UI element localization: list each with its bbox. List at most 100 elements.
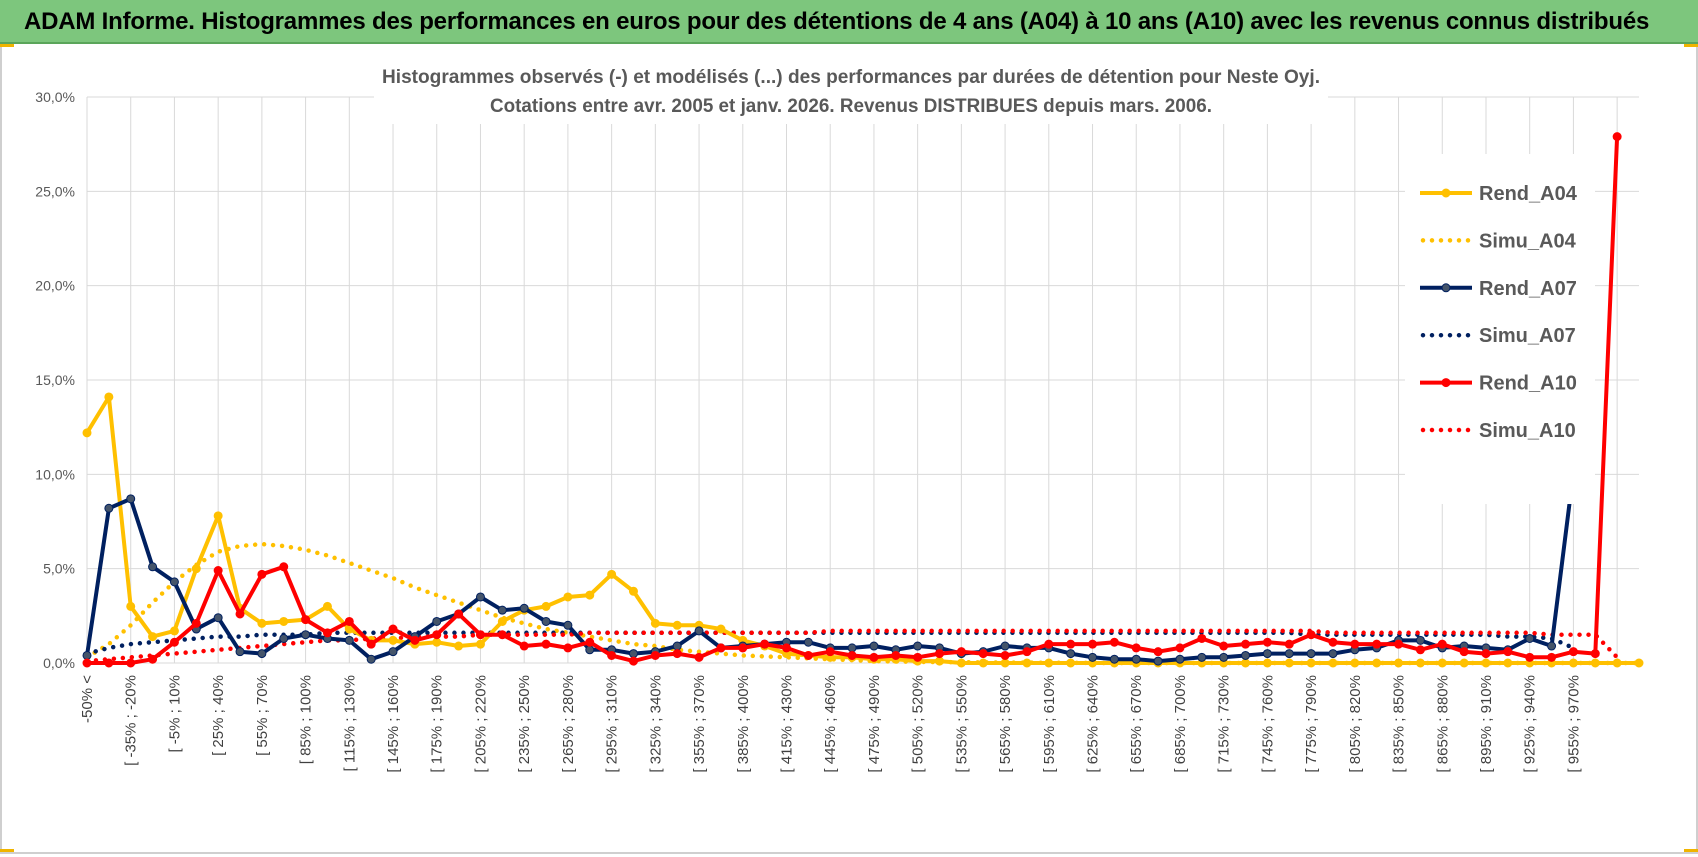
data-point-rend-a07: [672, 641, 682, 651]
data-point-rend-a10: [82, 658, 92, 668]
data-point-rend-a10: [956, 647, 966, 657]
y-tick-label: 20,0%: [35, 278, 75, 294]
data-point-rend-a07: [235, 647, 245, 657]
y-tick-label: 30,0%: [35, 89, 75, 105]
data-point-rend-a04: [1634, 658, 1644, 668]
x-tick-label: -50% <: [79, 675, 96, 723]
series-line-rend-a10: [87, 136, 1620, 665]
x-tick-label: [ 865% ; 880%: [1434, 675, 1451, 773]
data-point-rend-a07: [1284, 649, 1294, 659]
data-point-rend-a10: [869, 652, 879, 662]
data-point-rend-a10: [191, 618, 201, 628]
x-tick-label: [ 775% ; 790%: [1303, 675, 1320, 773]
legend-marker-rend-a07: [1441, 283, 1451, 293]
data-point-rend-a07: [1241, 650, 1251, 660]
x-tick-label: [ 565% ; 580%: [997, 675, 1014, 773]
data-point-rend-a07: [257, 649, 267, 659]
data-point-rend-a07: [475, 592, 485, 602]
data-point-rend-a10: [454, 609, 464, 619]
data-point-rend-a10: [650, 650, 660, 660]
data-point-rend-a04: [432, 637, 442, 647]
data-point-rend-a10: [301, 615, 311, 625]
data-point-rend-a04: [279, 616, 289, 626]
data-point-rend-a07: [344, 635, 354, 645]
data-point-rend-a04: [650, 618, 660, 628]
data-point-rend-a04: [1000, 658, 1010, 668]
data-point-rend-a04: [1568, 658, 1578, 668]
data-point-rend-a10: [1175, 643, 1185, 653]
data-point-rend-a07: [388, 647, 398, 657]
data-point-rend-a10: [104, 658, 114, 668]
x-tick-label: [ 445% ; 460%: [822, 675, 839, 773]
x-tick-label: [ -5% ; 10%: [166, 675, 183, 753]
data-point-rend-a07: [1153, 656, 1163, 666]
data-point-rend-a04: [1590, 658, 1600, 668]
legend-marker-rend-a04: [1441, 188, 1451, 198]
data-point-rend-a10: [716, 643, 726, 653]
data-point-rend-a04: [213, 511, 223, 521]
data-point-rend-a04: [454, 641, 464, 651]
data-point-rend-a07: [869, 641, 879, 651]
data-point-rend-a10: [126, 658, 136, 668]
data-point-rend-a07: [497, 605, 507, 615]
data-point-rend-a07: [541, 616, 551, 626]
data-point-rend-a10: [388, 624, 398, 634]
data-point-rend-a10: [279, 562, 289, 572]
data-point-rend-a10: [1000, 650, 1010, 660]
data-point-rend-a04: [1328, 658, 1338, 668]
data-point-rend-a04: [672, 620, 682, 630]
data-point-rend-a10: [1262, 637, 1272, 647]
chart-title: Histogrammes observés (-) et modélisés (…: [382, 67, 1320, 88]
data-point-rend-a10: [1088, 639, 1098, 649]
data-point-rend-a10: [1241, 639, 1251, 649]
legend-marker-rend-a10: [1441, 378, 1451, 388]
x-tick-label: [ 235% ; 250%: [516, 675, 533, 773]
data-point-rend-a07: [104, 503, 114, 513]
data-point-rend-a04: [1372, 658, 1382, 668]
chart-subtitle: Cotations entre avr. 2005 et janv. 2026.…: [490, 96, 1212, 117]
data-point-rend-a04: [148, 632, 158, 642]
data-point-rend-a10: [1022, 647, 1032, 657]
data-point-rend-a04: [388, 635, 398, 645]
x-tick-label: [ 925% ; 940%: [1522, 675, 1539, 773]
x-tick-label: [ 625% ; 640%: [1085, 675, 1102, 773]
data-point-rend-a04: [475, 639, 485, 649]
data-point-rend-a10: [563, 643, 573, 653]
data-point-rend-a10: [672, 649, 682, 659]
y-tick-label: 25,0%: [35, 183, 75, 199]
data-point-rend-a04: [541, 601, 551, 611]
data-point-rend-a10: [541, 639, 551, 649]
data-point-rend-a04: [1262, 658, 1272, 668]
data-point-rend-a07: [301, 630, 311, 640]
data-point-rend-a07: [213, 613, 223, 623]
legend-label-simu-a07: Simu_A07: [1479, 325, 1576, 347]
data-point-rend-a10: [1219, 641, 1229, 651]
data-point-rend-a04: [956, 658, 966, 668]
data-point-rend-a04: [104, 392, 114, 402]
legend-label-simu-a04: Simu_A04: [1479, 230, 1577, 252]
data-point-rend-a10: [935, 649, 945, 659]
data-point-rend-a04: [1044, 658, 1054, 668]
banner-title: ADAM Informe. Histogrammes des performan…: [24, 8, 1650, 35]
data-point-rend-a07: [1219, 652, 1229, 662]
title-background: [374, 60, 1328, 124]
data-point-rend-a10: [1437, 639, 1447, 649]
data-point-rend-a07: [1131, 654, 1141, 664]
data-point-rend-a07: [585, 645, 595, 655]
x-tick-label: [ 265% ; 280%: [560, 675, 577, 773]
data-point-rend-a07: [563, 620, 573, 630]
data-point-rend-a04: [1503, 658, 1513, 668]
x-tick-label: [ 805% ; 820%: [1347, 675, 1364, 773]
data-point-rend-a10: [1590, 649, 1600, 659]
data-point-rend-a10: [1153, 647, 1163, 657]
data-point-rend-a04: [257, 618, 267, 628]
data-point-rend-a04: [1459, 658, 1469, 668]
data-point-rend-a10: [497, 630, 507, 640]
series-line-simu-a10: [84, 628, 1620, 664]
data-point-rend-a07: [1547, 641, 1557, 651]
x-tick-label: [ 205% ; 220%: [472, 675, 489, 773]
data-point-rend-a10: [1197, 633, 1207, 643]
data-point-rend-a04: [978, 658, 988, 668]
x-tick-label: [ 715% ; 730%: [1216, 675, 1233, 773]
data-point-rend-a04: [497, 616, 507, 626]
